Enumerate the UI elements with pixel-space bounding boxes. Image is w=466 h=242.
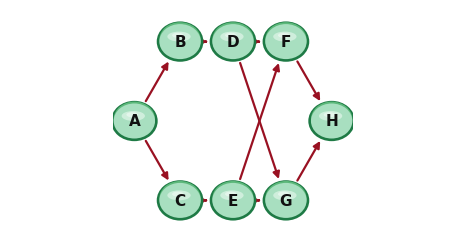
Ellipse shape <box>265 24 307 59</box>
Text: C: C <box>174 194 185 209</box>
Text: E: E <box>228 194 238 209</box>
Ellipse shape <box>157 180 203 220</box>
Ellipse shape <box>126 112 138 117</box>
Text: D: D <box>226 35 240 50</box>
Ellipse shape <box>212 22 254 57</box>
Ellipse shape <box>212 181 254 216</box>
Ellipse shape <box>265 181 307 216</box>
Ellipse shape <box>220 190 244 200</box>
Text: A: A <box>129 114 140 129</box>
Ellipse shape <box>157 22 203 62</box>
Ellipse shape <box>220 32 244 42</box>
Ellipse shape <box>159 181 201 216</box>
Ellipse shape <box>311 102 352 136</box>
Ellipse shape <box>159 22 201 57</box>
Text: F: F <box>281 35 291 50</box>
Text: B: B <box>174 35 186 50</box>
Ellipse shape <box>159 24 201 59</box>
Ellipse shape <box>212 183 254 218</box>
Ellipse shape <box>122 111 145 121</box>
Ellipse shape <box>263 180 309 220</box>
Ellipse shape <box>319 111 342 121</box>
Ellipse shape <box>172 33 184 38</box>
Ellipse shape <box>111 101 158 141</box>
Ellipse shape <box>263 22 309 62</box>
Ellipse shape <box>225 33 237 38</box>
Ellipse shape <box>265 183 307 218</box>
Ellipse shape <box>308 101 355 141</box>
Ellipse shape <box>167 32 191 42</box>
Text: H: H <box>325 114 338 129</box>
Ellipse shape <box>159 183 201 218</box>
Ellipse shape <box>225 192 237 197</box>
Ellipse shape <box>114 104 155 138</box>
Ellipse shape <box>212 24 254 59</box>
Ellipse shape <box>114 102 155 136</box>
Ellipse shape <box>278 33 290 38</box>
Text: G: G <box>280 194 292 209</box>
Ellipse shape <box>278 192 290 197</box>
Ellipse shape <box>273 32 296 42</box>
Ellipse shape <box>324 112 336 117</box>
Ellipse shape <box>167 190 191 200</box>
Ellipse shape <box>172 192 184 197</box>
Ellipse shape <box>265 22 307 57</box>
Ellipse shape <box>210 22 256 62</box>
Ellipse shape <box>273 190 296 200</box>
Ellipse shape <box>311 104 352 138</box>
Ellipse shape <box>210 180 256 220</box>
